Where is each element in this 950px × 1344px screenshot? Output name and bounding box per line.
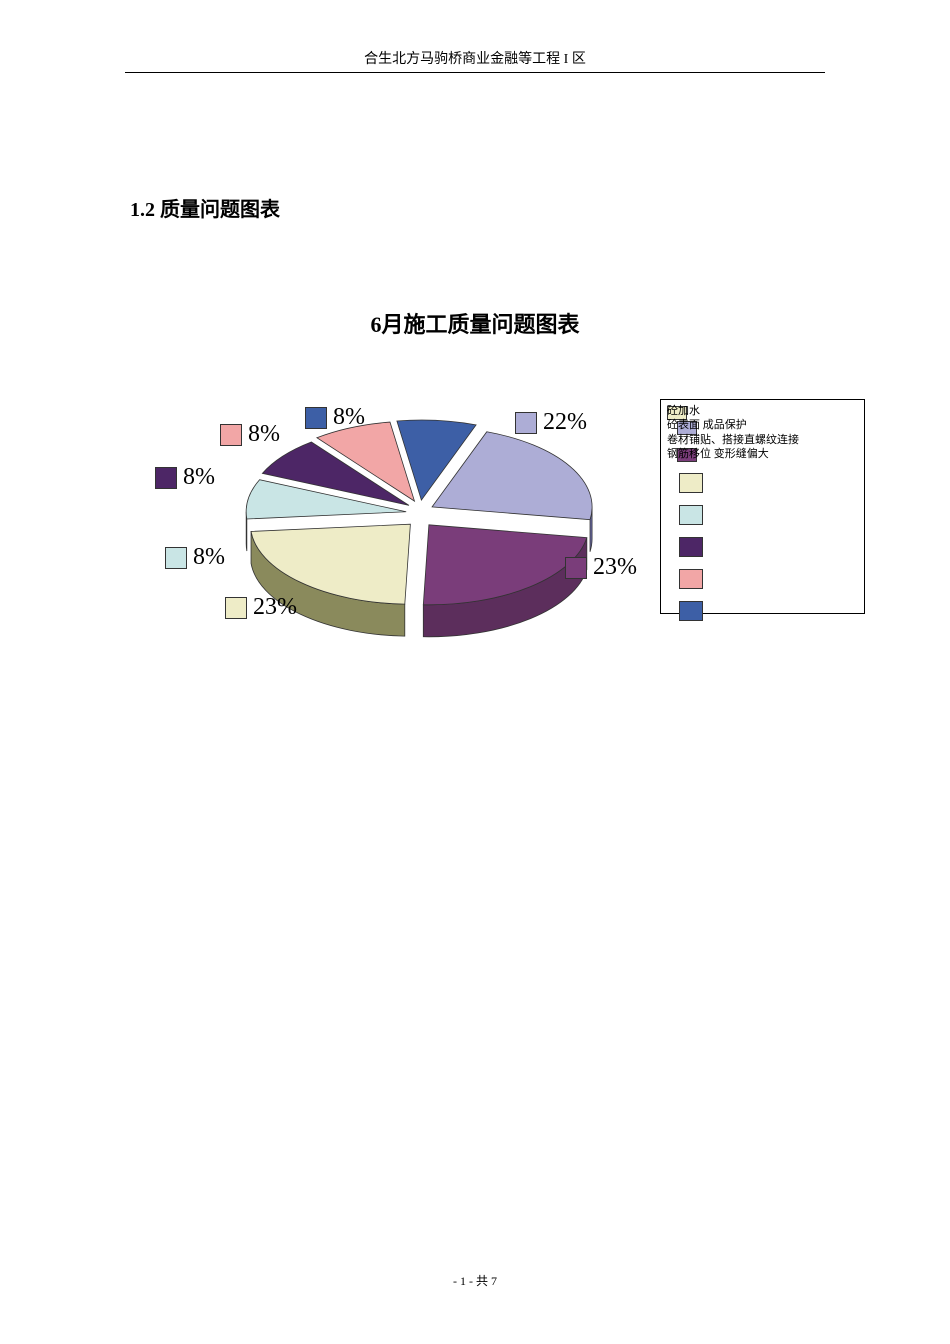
legend-swatch <box>679 601 703 621</box>
swatch-3 <box>165 547 187 569</box>
legend-swatch <box>679 537 703 557</box>
legend-text-line: 卷材铺贴、搭接直螺纹连接 <box>667 433 864 447</box>
footer-text: - 1 - 共 7 <box>453 1274 497 1288</box>
slice-pct-0: 22% <box>543 409 587 436</box>
swatch-1 <box>565 557 587 579</box>
slice-label-0: 22% <box>515 409 587 436</box>
swatch-0 <box>515 412 537 434</box>
legend-swatch <box>679 569 703 589</box>
legend-text-line: 砼表面 成品保护 <box>667 418 864 432</box>
slice-pct-2: 23% <box>253 594 297 621</box>
header-text: 合生北方马驹桥商业金融等工程 I 区 <box>364 52 586 67</box>
legend-swatch <box>679 473 703 493</box>
header-rule <box>125 72 825 73</box>
slice-label-4: 8% <box>155 464 215 491</box>
section-heading: 1.2 质量问题图表 <box>130 193 950 222</box>
slice-pct-5: 8% <box>248 421 280 448</box>
legend-text-line: 砼加水 <box>667 404 864 418</box>
slice-label-2: 23% <box>225 594 297 621</box>
legend-swatch-column <box>661 473 864 621</box>
swatch-5 <box>220 424 242 446</box>
page-footer: - 1 - 共 7 <box>0 1272 950 1289</box>
slice-pct-4: 8% <box>183 464 215 491</box>
swatch-2 <box>225 597 247 619</box>
slice-pct-1: 23% <box>593 554 637 581</box>
slice-label-5: 8% <box>220 421 280 448</box>
swatch-4 <box>155 467 177 489</box>
chart-area: 22% 23% 23% 8% 8% 8% 8% 砼加水砼表面 成品保护卷材铺贴、… <box>110 399 870 679</box>
legend-swatch <box>679 505 703 525</box>
slice-label-3: 8% <box>165 544 225 571</box>
slice-label-1: 23% <box>565 554 637 581</box>
slice-pct-6: 8% <box>333 404 365 431</box>
legend-text-line: 钢筋移位 变形缝偏大 <box>667 447 864 461</box>
swatch-6 <box>305 407 327 429</box>
chart-title: 6月施工质量问题图表 <box>0 307 950 339</box>
page-header: 合生北方马驹桥商业金融等工程 I 区 <box>0 0 950 73</box>
legend-text: 砼加水砼表面 成品保护卷材铺贴、搭接直螺纹连接钢筋移位 变形缝偏大 <box>661 404 864 461</box>
legend-box: 砼加水砼表面 成品保护卷材铺贴、搭接直螺纹连接钢筋移位 变形缝偏大 <box>660 399 865 614</box>
slice-pct-3: 8% <box>193 544 225 571</box>
slice-label-6: 8% <box>305 404 365 431</box>
